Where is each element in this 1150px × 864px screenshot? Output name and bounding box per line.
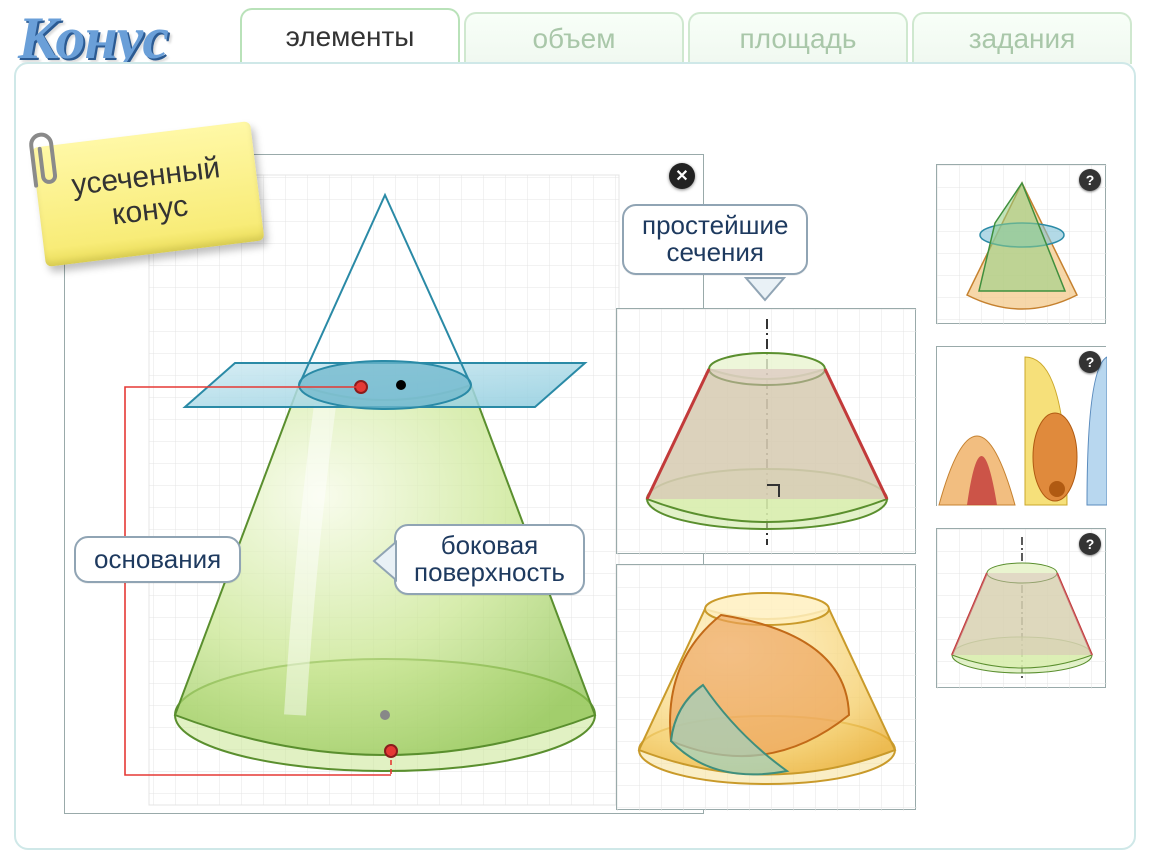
- thumbnail-list: ? ?: [936, 164, 1106, 688]
- tab-bar: элементы объем площадь задания: [240, 8, 1132, 64]
- thumb2-diagram: [937, 347, 1107, 507]
- callout-bases[interactable]: основания: [74, 536, 241, 583]
- pane-sections-top: [616, 308, 916, 554]
- workspace: ✕: [64, 154, 704, 814]
- help-icon[interactable]: ?: [1079, 169, 1101, 191]
- help-icon[interactable]: ?: [1079, 533, 1101, 555]
- tab-area[interactable]: площадь: [688, 12, 908, 64]
- thumb-cone-cross-sections[interactable]: ?: [936, 164, 1106, 324]
- callout-sections-line1: простейшие: [642, 212, 788, 239]
- callout-sections[interactable]: простейшие сечения: [622, 204, 808, 275]
- callout-lateral-line1: боковая: [414, 532, 565, 559]
- main-diagram: [65, 155, 705, 815]
- thumb3-diagram: [937, 529, 1107, 689]
- close-icon[interactable]: ✕: [669, 163, 695, 189]
- diagram-axial-section: [617, 309, 917, 555]
- callout-sections-line2: сечения: [642, 239, 788, 266]
- thumb-conic-sections[interactable]: ?: [936, 346, 1106, 506]
- diagram-oblique-section: [617, 565, 917, 811]
- thumb-frustum-axial[interactable]: ?: [936, 528, 1106, 688]
- arrow-left-icon: [368, 538, 398, 584]
- tab-volume[interactable]: объем: [464, 12, 684, 64]
- pane-sections-bottom: [616, 564, 916, 810]
- arrow-down-icon: [742, 276, 788, 304]
- help-icon[interactable]: ?: [1079, 351, 1101, 373]
- callout-bases-text: основания: [94, 544, 221, 574]
- callout-lateral[interactable]: боковая поверхность: [394, 524, 585, 595]
- callout-lateral-line2: поверхность: [414, 559, 565, 586]
- content-panel: ✕ усеченный конус основания боковая: [14, 62, 1136, 850]
- tab-elements[interactable]: элементы: [240, 8, 460, 64]
- app-root: Конус элементы объем площадь задания: [0, 0, 1150, 864]
- thumb1-diagram: [937, 165, 1107, 325]
- tab-tasks[interactable]: задания: [912, 12, 1132, 64]
